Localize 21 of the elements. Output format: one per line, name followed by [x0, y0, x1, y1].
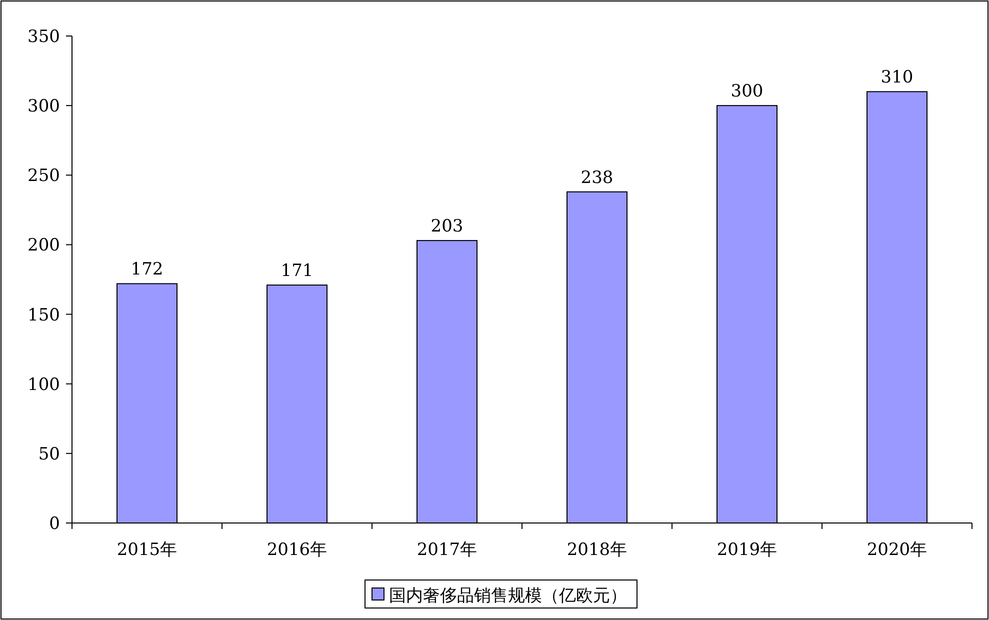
y-tick-label: 200 [28, 236, 60, 256]
x-tick-label: 2018年 [566, 540, 628, 560]
data-label: 300 [730, 82, 764, 102]
data-label: 171 [280, 261, 314, 282]
x-tick-label: 2017年 [416, 540, 478, 560]
x-tick-label: 2020年 [866, 540, 928, 560]
data-label: 203 [430, 216, 464, 237]
y-tick-label: 250 [28, 166, 60, 186]
y-tick-label: 300 [28, 96, 60, 117]
x-tick-label: 2016年 [266, 540, 328, 560]
y-tick-label: 350 [28, 27, 60, 47]
y-tick-label: 50 [38, 444, 60, 464]
data-label: 310 [880, 68, 914, 88]
y-tick-label: 100 [28, 374, 60, 395]
x-tick-label: 2015年 [116, 540, 178, 560]
data-label: 172 [130, 260, 164, 280]
x-tick-label: 2019年 [716, 540, 778, 560]
legend-label: 国内奢侈品销售规模（亿欧元） [389, 586, 627, 606]
y-tick-label: 150 [28, 305, 60, 326]
data-label: 238 [580, 168, 614, 188]
y-tick-label: 0 [49, 514, 60, 534]
